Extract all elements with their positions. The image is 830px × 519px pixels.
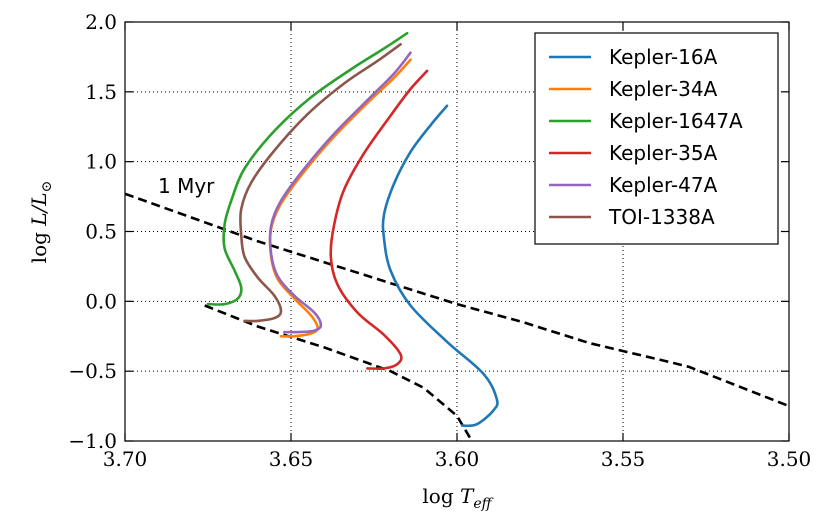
- x-tick-label: 3.65: [269, 447, 314, 471]
- y-tick-label: −1.0: [68, 429, 117, 453]
- x-tick-label: 3.50: [767, 447, 812, 471]
- legend-label-kepler-34a: Kepler-34A: [609, 77, 718, 101]
- y-tick-label: −0.5: [68, 359, 117, 383]
- isochrone-line-1: [124, 192, 790, 408]
- y-tick-label: 1.0: [85, 150, 117, 174]
- series-line-kepler-47a: [268, 51, 412, 334]
- series-line-kepler-1647a: [206, 31, 409, 306]
- series-lines: [206, 31, 499, 428]
- legend-label-kepler-35a: Kepler-35A: [609, 141, 718, 165]
- axes: 3.70 3.65 3.60 3.55 3.50 2.0 1.5 1.0 0.5 0.0 −0.5 −…: [68, 10, 811, 471]
- isochrones: [124, 192, 790, 442]
- x-axis-label: log Teff: [422, 484, 493, 512]
- x-tick-label: 3.60: [435, 447, 480, 471]
- series-line-toi-1338a: [238, 43, 402, 323]
- x-tick-label: 3.70: [103, 447, 148, 471]
- y-tick-label: 0.5: [85, 220, 117, 244]
- series-line-kepler-35a: [329, 69, 429, 371]
- legend-label-kepler-16a: Kepler-16A: [609, 45, 718, 69]
- legend-label-kepler-47a: Kepler-47A: [609, 173, 718, 197]
- legend-label-kepler-1647a: Kepler-1647A: [609, 109, 743, 133]
- y-tick-label: 2.0: [85, 10, 117, 34]
- legend-box: [534, 32, 779, 245]
- series-line-kepler-16a: [381, 104, 499, 428]
- annotation-label: 1 Myr: [158, 174, 215, 198]
- y-tick-label: 1.5: [85, 80, 117, 104]
- x-tick-label: 3.55: [601, 447, 646, 471]
- y-tick-label: 0.0: [85, 289, 117, 313]
- y-axis-label: log L/L⊙: [27, 181, 55, 264]
- grid: [125, 22, 789, 441]
- legend: Kepler-16A Kepler-34A Kepler-1647A Kepler-3…: [534, 32, 779, 245]
- isochrone-line-2: [204, 304, 474, 442]
- legend-label-toi-1338a: TOI-1338A: [608, 205, 715, 229]
